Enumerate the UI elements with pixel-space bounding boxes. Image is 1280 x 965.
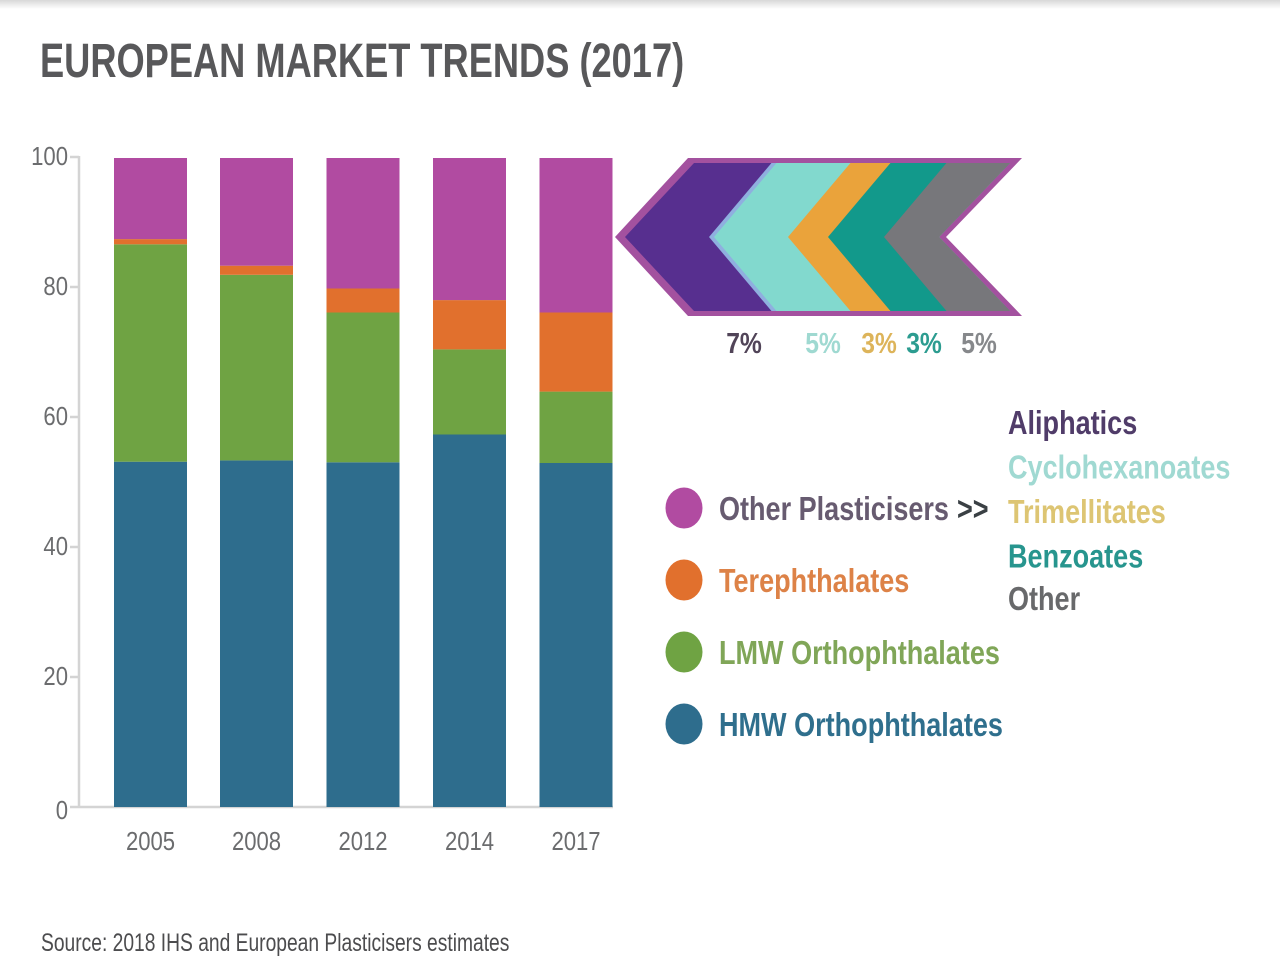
svg-text:2008: 2008 bbox=[232, 827, 281, 856]
svg-text:80: 80 bbox=[43, 272, 68, 301]
svg-text:Benzoates: Benzoates bbox=[1008, 539, 1143, 575]
svg-text:0: 0 bbox=[56, 796, 68, 825]
svg-text:2017: 2017 bbox=[551, 827, 600, 856]
svg-text:20: 20 bbox=[43, 662, 68, 691]
svg-text:2012: 2012 bbox=[338, 827, 387, 856]
svg-text:7%: 7% bbox=[726, 327, 762, 359]
svg-text:2005: 2005 bbox=[126, 827, 175, 856]
svg-text:3%: 3% bbox=[861, 327, 897, 359]
svg-text:40: 40 bbox=[43, 532, 68, 561]
svg-text:HMW Orthophthalates: HMW Orthophthalates bbox=[719, 708, 1003, 744]
svg-text:Other: Other bbox=[1008, 582, 1080, 618]
svg-text:Cyclohexanoates: Cyclohexanoates bbox=[1008, 450, 1230, 486]
svg-text:3%: 3% bbox=[906, 327, 942, 359]
svg-text:60: 60 bbox=[43, 402, 68, 431]
svg-text:EUROPEAN MARKET TRENDS (2017): EUROPEAN MARKET TRENDS (2017) bbox=[40, 35, 684, 88]
svg-text:Other Plasticisers: Other Plasticisers bbox=[719, 492, 949, 528]
svg-text:Source: 2018 IHS and European: Source: 2018 IHS and European Plasticise… bbox=[41, 929, 509, 957]
svg-text:Terephthalates: Terephthalates bbox=[719, 564, 909, 600]
svg-text:>>: >> bbox=[957, 492, 989, 528]
svg-text:5%: 5% bbox=[961, 327, 997, 359]
svg-text:LMW Orthophthalates: LMW Orthophthalates bbox=[719, 636, 1000, 672]
svg-text:100: 100 bbox=[31, 142, 68, 171]
svg-text:Trimellitates: Trimellitates bbox=[1008, 495, 1166, 531]
svg-text:5%: 5% bbox=[805, 327, 841, 359]
svg-text:Aliphatics: Aliphatics bbox=[1008, 406, 1137, 442]
svg-text:2014: 2014 bbox=[445, 827, 494, 856]
